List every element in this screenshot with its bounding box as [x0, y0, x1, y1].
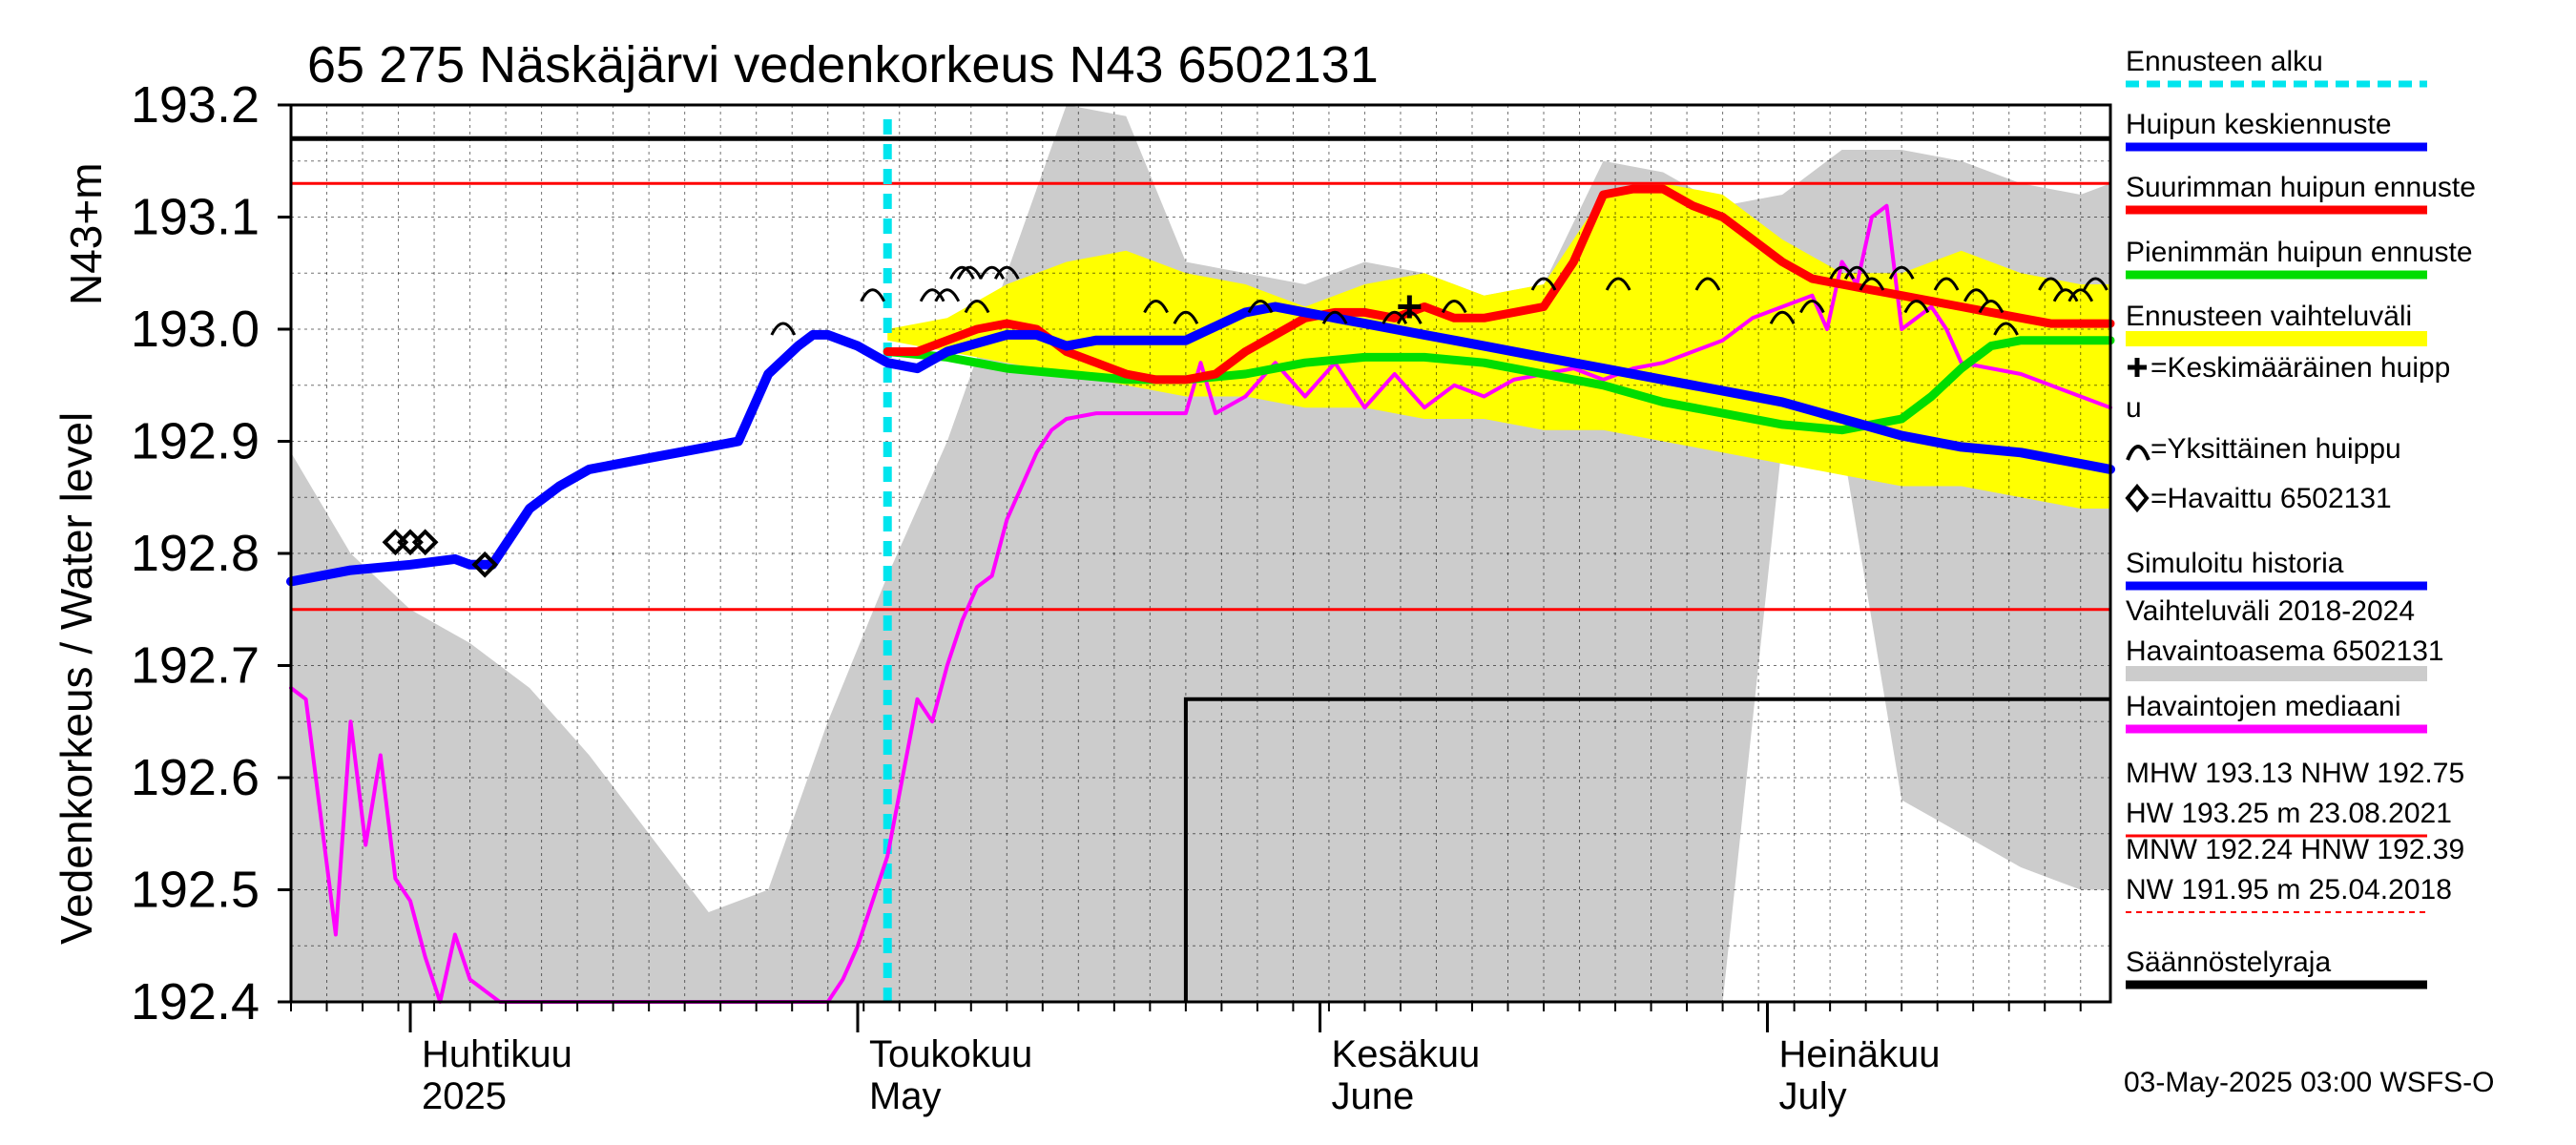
individual-peak-marker: [1530, 277, 1557, 291]
x-month-sublabel: June: [1332, 1075, 1415, 1117]
legend-label: Ennusteen vaihteluväli: [2126, 301, 2412, 332]
y-tick-label: 192.6: [131, 749, 260, 806]
series-havaintojen-mediaani: [289, 203, 2112, 1004]
individual-peak-marker: [964, 300, 990, 314]
y-tick-label: 193.0: [131, 301, 260, 358]
individual-peak-marker: [993, 265, 1020, 280]
legend-diamond-icon: [2125, 483, 2150, 513]
individual-peak-marker: [860, 288, 885, 302]
legend-label-line2: NW 191.95 m 25.04.2018: [2126, 874, 2452, 906]
legend-label-line2: Havaintoasema 6502131: [2126, 635, 2444, 667]
legend-label: MNW 192.24 HNW 192.39: [2126, 834, 2464, 865]
x-month-label: Heinäkuu: [1778, 1033, 1940, 1075]
individual-peak-marker: [919, 288, 945, 302]
individual-peak-marker: [1978, 300, 2005, 314]
y-tick-label: 192.8: [131, 525, 260, 582]
legend-label: Vaihteluväli 2018-2024: [2126, 595, 2415, 627]
series-simuloitu-historia: [286, 302, 2115, 587]
individual-peak-marker: [1769, 310, 1796, 324]
individual-peak-marker: [1173, 310, 1199, 324]
x-month-label: Toukokuu: [869, 1033, 1032, 1075]
axes-layer: 192.4 192.5 192.6 192.7 192.8 192.9 193.0 193.1…: [131, 76, 2112, 1117]
individual-peak-marker: [1605, 277, 1631, 291]
legend: Ennusteen alku Huipun keskiennuste Suurimm…: [2125, 46, 2476, 989]
individual-peak-marker: [949, 265, 975, 280]
x-month-sublabel: May: [869, 1075, 942, 1117]
series-layer: [286, 184, 2115, 1004]
legend-label-line2: u: [2126, 392, 2142, 424]
legend-label: =Havaittu 6502131: [2150, 483, 2392, 514]
y-unit-label: N43+m: [61, 162, 111, 305]
legend-label: Suurimman huipun ennuste: [2126, 172, 2476, 203]
individual-peak-marker: [1829, 265, 1855, 280]
individual-peak-marker: [956, 265, 983, 280]
observed-point-marker: [397, 529, 424, 556]
x-month-sublabel: 2025: [422, 1075, 507, 1117]
y-tick-label: 193.1: [131, 189, 260, 246]
regulation-limit-line: [1183, 697, 2110, 1002]
legend-label: MHW 193.13 NHW 192.75: [2126, 758, 2464, 789]
individual-peak-marker: [1143, 300, 1169, 314]
legend-label: Huipun keskiennuste: [2126, 109, 2392, 140]
x-month-label: Kesäkuu: [1332, 1033, 1481, 1075]
individual-peak-marker: [1441, 300, 1467, 314]
individual-peak-marker: [1963, 288, 1989, 302]
individual-peak-marker: [1247, 300, 1274, 314]
individual-peak-marker: [1694, 277, 1721, 291]
individual-peak-marker: [2038, 277, 2064, 291]
individual-peak-marker: [1843, 265, 1870, 280]
legend-label-line2: HW 193.25 m 23.08.2021: [2126, 798, 2452, 829]
observed-point-marker: [471, 551, 499, 578]
legend-swatch-band: [2126, 331, 2427, 346]
individual-peak-marker: [1321, 310, 1348, 324]
individual-peak-marker: [934, 288, 961, 302]
individual-peak-marker: [1859, 277, 1885, 291]
observed-point-marker: [411, 529, 439, 556]
mean-peak-marker: [1398, 295, 1422, 319]
legend-label: =Yksittäinen huippu: [2150, 433, 2401, 465]
legend-label: =Keskimääräinen huipp: [2150, 352, 2450, 384]
legend-label: Simuloitu historia: [2126, 548, 2344, 579]
individual-peak-marker: [979, 265, 1006, 280]
legend-swatch-band: [2126, 666, 2427, 681]
legend-plus-icon: [2128, 358, 2147, 377]
x-month-label: Huhtikuu: [422, 1033, 572, 1075]
legend-label: Pienimmän huipun ennuste: [2126, 237, 2473, 268]
legend-arc-icon: [2126, 445, 2150, 461]
chart-title: 65 275 Näskäjärvi vedenkorkeus N43 65021…: [307, 36, 1379, 94]
individual-peak-marker: [1903, 300, 1930, 314]
legend-label: Havaintojen mediaani: [2126, 691, 2401, 722]
footer-timestamp: 03-May-2025 03:00 WSFS-O: [2124, 1067, 2495, 1098]
y-axis-label: Vedenkorkeus / Water level: [52, 412, 101, 945]
individual-peak-marker: [1933, 277, 1960, 291]
individual-peak-marker: [2067, 288, 2094, 302]
individual-peak-marker: [2052, 288, 2079, 302]
individual-peak-marker: [1381, 310, 1408, 324]
individual-peak-marker: [2083, 277, 2109, 291]
individual-peak-marker: [1888, 265, 1915, 280]
series-pienimm-n-huipun-ennuste: [883, 336, 2115, 435]
markers-layer: [382, 265, 2109, 578]
legend-label: Ennusteen alku: [2126, 46, 2323, 77]
series-suurimman-huipun-ennuste: [883, 184, 2115, 385]
y-tick-label: 192.4: [131, 973, 260, 1030]
y-tick-label: 192.7: [131, 637, 260, 695]
y-tick-label: 192.5: [131, 862, 260, 919]
y-tick-label: 193.2: [131, 76, 260, 134]
individual-peak-marker: [1993, 322, 2019, 336]
observed-point-marker: [382, 529, 409, 556]
individual-peak-marker: [770, 322, 797, 336]
x-month-sublabel: July: [1778, 1075, 1846, 1117]
individual-peak-marker: [1799, 300, 1825, 314]
reference-lines-layer: [291, 119, 2110, 1002]
y-tick-label: 192.9: [131, 413, 260, 470]
legend-label: Säännöstelyraja: [2126, 947, 2331, 978]
